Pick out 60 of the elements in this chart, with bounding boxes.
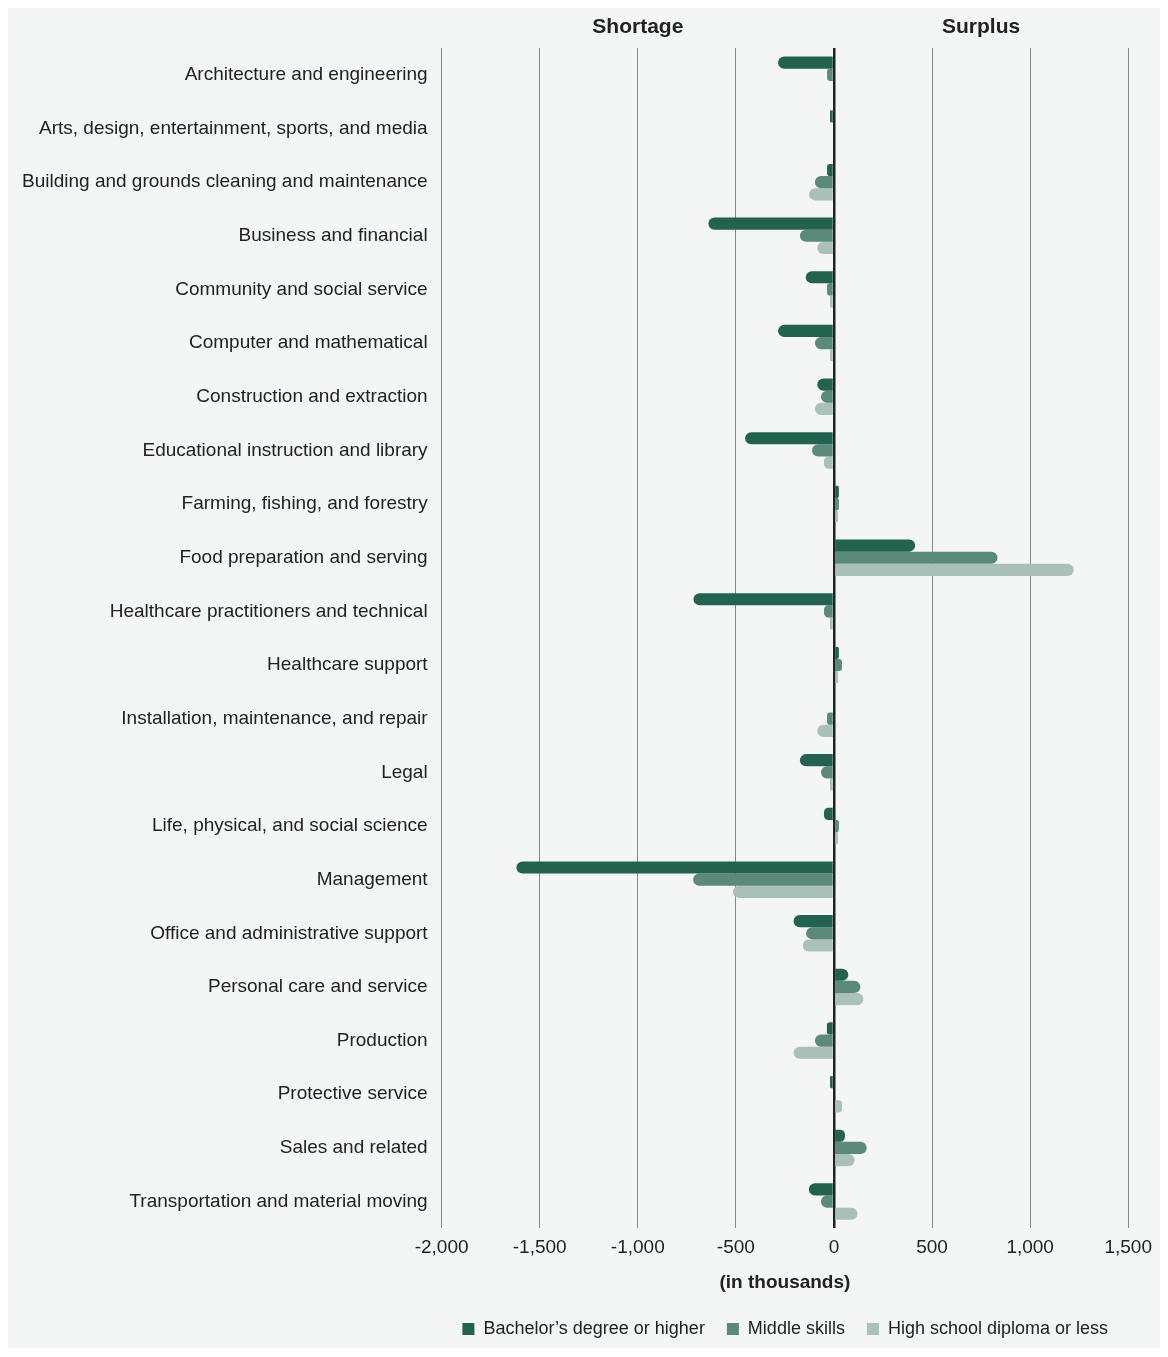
bar (778, 324, 833, 338)
bar (732, 885, 833, 898)
y-tick-label: Farming, fishing, and forestry (181, 492, 429, 514)
bar (835, 1207, 858, 1220)
y-tick-label: Community and social service (175, 277, 428, 299)
bar (745, 432, 833, 445)
legend-label: Bachelor’s degree or higher (483, 1317, 705, 1338)
y-tick-label: Installation, maintenance, and repair (121, 706, 429, 728)
y-tick-label: Life, physical, and social science (151, 814, 428, 836)
y-tick-label: Computer and mathematical (188, 331, 428, 353)
bar (835, 539, 916, 552)
bar (835, 1141, 867, 1154)
x-tick-label: -500 (716, 1236, 755, 1258)
y-tick-label: Arts, design, entertainment, sports, and media (38, 116, 429, 138)
x-tick-label: 1,000 (1006, 1236, 1054, 1258)
y-tick-label: Building and grounds cleaning and maintenance (21, 170, 428, 192)
x-tick-label: 500 (916, 1236, 948, 1258)
bar (835, 563, 1074, 576)
y-tick-label: Production (336, 1028, 428, 1050)
y-tick-label: Business and financial (238, 224, 428, 246)
text: Shortage (592, 14, 684, 38)
y-tick-label: Personal care and service (207, 975, 428, 997)
y-tick-label: Food preparation and serving (179, 545, 428, 567)
bar (793, 1046, 833, 1059)
y-tick-label: Office and administrative support (150, 921, 429, 943)
text: Surplus (942, 14, 1021, 38)
x-tick-label: -2,000 (414, 1236, 469, 1258)
x-axis-title: (in thousands) (719, 1270, 851, 1292)
y-tick-label: Healthcare practitioners and technical (109, 599, 428, 621)
x-tick-label: 1,500 (1104, 1236, 1152, 1258)
y-tick-label: Transportation and material moving (129, 1189, 428, 1211)
y-tick-label: Healthcare support (267, 653, 429, 675)
y-tick-label: Protective service (277, 1082, 428, 1104)
y-tick-label: Management (316, 867, 429, 889)
x-tick-label: -1,500 (512, 1236, 567, 1258)
y-tick-label: Sales and related (279, 1136, 428, 1158)
bar (693, 593, 833, 606)
bar (835, 551, 998, 564)
bar (693, 873, 833, 886)
bar (708, 217, 833, 230)
y-tick-label: Legal (381, 760, 428, 782)
bar (799, 754, 833, 767)
x-tick-label: 0 (828, 1236, 840, 1258)
y-tick-label: Construction and extraction (196, 384, 428, 406)
bar (835, 993, 864, 1006)
bar (808, 1183, 833, 1196)
bar (516, 861, 833, 874)
bar (778, 56, 833, 69)
legend-label: Middle skills (747, 1317, 845, 1338)
bar (806, 927, 833, 940)
y-tick-label: Architecture and engineering (184, 63, 428, 85)
y-tick-label: Educational instruction and library (142, 438, 429, 460)
bar (802, 939, 833, 952)
bar (809, 188, 833, 201)
bar (805, 271, 833, 284)
bar (799, 229, 833, 242)
bar (835, 980, 861, 994)
legend-label: High school diploma or less (887, 1317, 1108, 1338)
bar (793, 915, 833, 928)
x-tick-label: -1,000 (610, 1236, 665, 1258)
